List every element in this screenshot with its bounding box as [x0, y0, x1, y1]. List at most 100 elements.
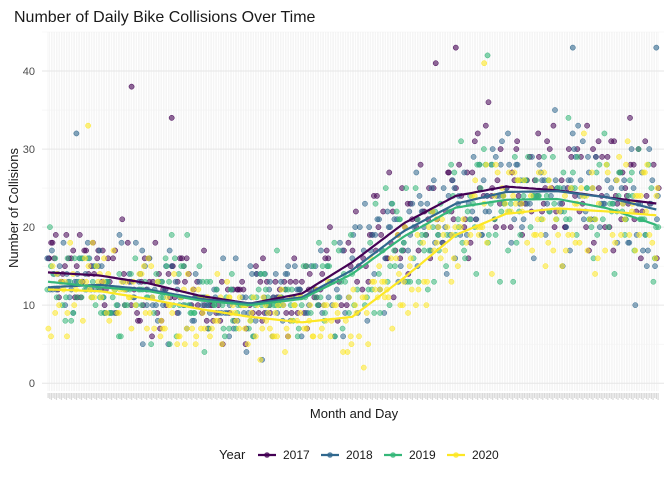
- data-point-2017: [62, 263, 68, 269]
- x-tick-label-smudge: [346, 393, 348, 400]
- data-point-2019: [628, 169, 635, 176]
- x-tick-label-smudge: [241, 393, 243, 400]
- x-tick-label-smudge: [542, 393, 544, 400]
- data-point-2017: [353, 208, 359, 215]
- x-tick-label-smudge: [75, 393, 78, 400]
- data-point-2019: [570, 169, 576, 176]
- x-tick-label-smudge: [171, 393, 173, 400]
- data-point-2017: [306, 271, 313, 277]
- x-tick-label-smudge: [206, 393, 208, 400]
- x-tick-label-smudge: [498, 393, 500, 398]
- data-point-2018: [139, 247, 146, 254]
- data-point-2019: [221, 333, 228, 340]
- data-point-2017: [497, 146, 504, 152]
- x-tick-label-smudge: [513, 393, 515, 398]
- x-tick-label-smudge: [503, 393, 505, 398]
- data-point-2020: [85, 263, 92, 269]
- data-point-2020: [425, 224, 432, 230]
- data-point-2019: [451, 169, 458, 176]
- data-point-2020: [169, 310, 176, 316]
- x-tick-label-smudge: [401, 393, 404, 400]
- x-tick-label-smudge: [309, 393, 312, 399]
- x-tick-label-smudge: [281, 393, 283, 400]
- data-point-2020: [636, 232, 643, 238]
- data-point-2018: [443, 271, 450, 277]
- data-point-2020: [219, 341, 225, 348]
- x-tick-label-smudge: [588, 393, 591, 398]
- data-point-2017: [546, 146, 553, 152]
- data-point-2018: [175, 310, 182, 316]
- x-tick-label-smudge: [510, 393, 512, 399]
- data-point-2017: [482, 122, 489, 129]
- x-tick-label-smudge: [243, 393, 245, 398]
- x-tick-label-smudge: [383, 393, 385, 398]
- data-point-2020: [483, 161, 490, 168]
- data-point-2020: [171, 271, 177, 277]
- x-tick-label-smudge: [629, 393, 631, 398]
- data-point-2018: [451, 185, 458, 191]
- x-tick-label-smudge: [82, 393, 84, 398]
- data-point-2019: [391, 247, 397, 254]
- x-tick-label-smudge: [199, 393, 201, 399]
- x-tick-label-smudge: [62, 393, 64, 398]
- data-point-2017: [272, 278, 279, 285]
- data-point-2020: [493, 161, 499, 168]
- data-point-2017: [507, 224, 514, 230]
- data-point-2020: [475, 232, 482, 238]
- x-tick-label-smudge: [77, 393, 79, 398]
- x-tick-label-smudge: [535, 393, 537, 399]
- data-point-2019: [481, 146, 487, 152]
- data-point-2020: [48, 333, 54, 340]
- x-tick-label-smudge: [349, 393, 352, 399]
- data-point-2018: [409, 200, 416, 207]
- data-point-2017: [73, 263, 80, 269]
- data-point-2020: [365, 341, 372, 348]
- data-point-2018: [272, 271, 279, 277]
- x-tick-label-smudge: [167, 393, 170, 398]
- x-tick-label-smudge: [254, 393, 256, 399]
- data-point-2019: [517, 232, 524, 238]
- data-point-2017: [642, 138, 649, 145]
- data-point-2020: [512, 200, 519, 207]
- x-tick-label-smudge: [624, 393, 626, 398]
- data-point-2020: [247, 317, 253, 324]
- x-tick-label-smudge: [386, 393, 388, 400]
- data-point-2017: [650, 161, 657, 168]
- x-tick-label-smudge: [192, 393, 195, 398]
- x-tick-label-smudge: [547, 393, 549, 400]
- x-tick-label-smudge: [283, 393, 285, 398]
- data-point-2019: [148, 341, 155, 348]
- data-point-2019: [307, 310, 314, 316]
- x-tick-label-smudge: [69, 393, 71, 399]
- x-tick-label-smudge: [583, 393, 586, 398]
- data-point-2017: [291, 255, 298, 262]
- x-tick-label-smudge: [360, 393, 362, 399]
- data-point-2017: [535, 130, 542, 137]
- y-axis-title: Number of Collisions: [6, 148, 21, 268]
- data-point-2020: [259, 325, 266, 332]
- x-tick-label-smudge: [605, 393, 607, 399]
- data-point-2020: [587, 216, 593, 223]
- data-point-2018: [98, 263, 105, 269]
- data-point-2019: [92, 302, 99, 308]
- data-point-2020: [592, 216, 599, 223]
- data-point-2017: [544, 138, 550, 145]
- data-point-2017: [70, 247, 77, 254]
- data-point-2019: [227, 286, 234, 293]
- data-point-2020: [652, 255, 659, 262]
- data-point-2020: [110, 247, 117, 254]
- data-point-2019: [448, 161, 454, 168]
- x-tick-label-smudge: [435, 393, 437, 399]
- x-tick-label-smudge: [580, 393, 582, 399]
- data-point-2018: [384, 208, 391, 215]
- x-tick-label-smudge: [288, 393, 290, 398]
- data-point-2019: [462, 255, 468, 262]
- data-point-2019: [505, 247, 511, 254]
- data-point-2017: [595, 138, 602, 145]
- data-point-2020: [576, 239, 583, 246]
- data-point-2019: [543, 193, 550, 199]
- data-point-2019: [387, 263, 394, 269]
- data-point-2019: [605, 224, 612, 230]
- data-point-2019: [294, 333, 301, 340]
